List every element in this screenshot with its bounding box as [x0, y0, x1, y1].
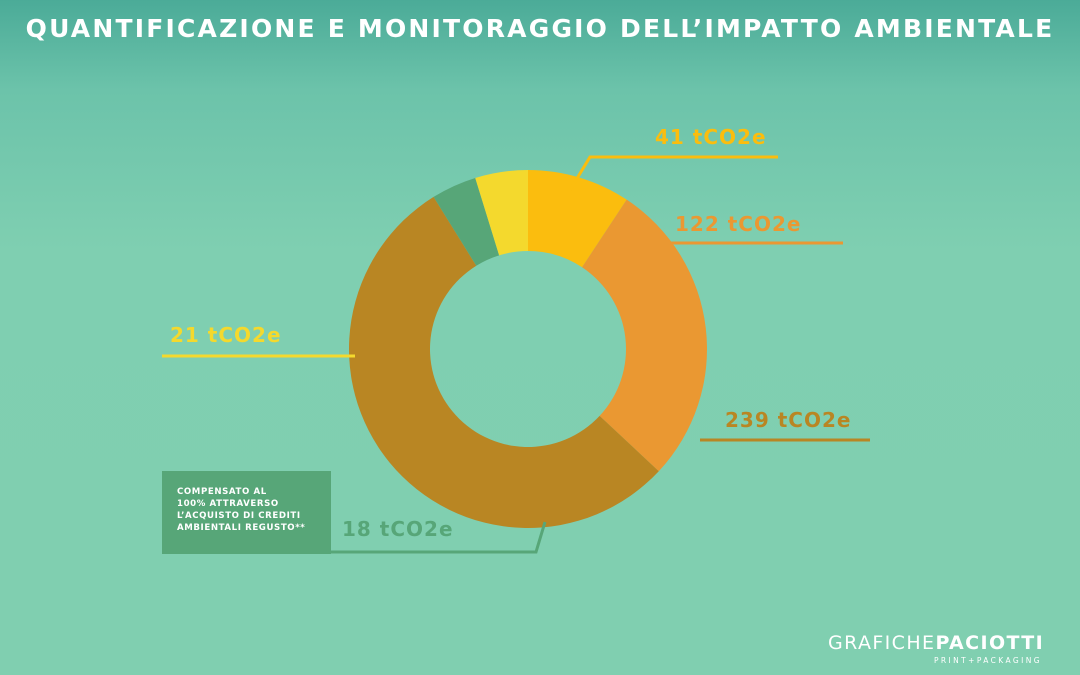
note-line: 100% ATTRAVERSO — [177, 499, 279, 509]
slice-label: 239 tCO2e — [725, 408, 851, 432]
chart-title: QUANTIFICAZIONE E MONITORAGGIO DELL’IMPA… — [25, 14, 1055, 43]
logo-wordmark: GRAFICHEPACIOTTI — [828, 632, 1044, 654]
donut-slice — [582, 199, 708, 472]
slice-label: 122 tCO2e — [675, 212, 801, 236]
logo-part-1: GRAFICHE — [828, 632, 936, 654]
donut-slices — [348, 170, 708, 528]
note-line: COMPENSATO AL — [177, 487, 267, 497]
slice-label: 41 tCO2e — [655, 125, 767, 149]
slice-label: 21 tCO2e — [170, 323, 282, 347]
leader-line — [568, 155, 778, 191]
logo-part-2: PACIOTTI — [935, 632, 1045, 654]
note-line: L’ACQUISTO DI CREDITI — [177, 511, 301, 521]
company-logo: GRAFICHEPACIOTTI PRINT+PACKAGING — [828, 632, 1043, 672]
donut-slice — [475, 170, 528, 256]
logo-tagline: PRINT+PACKAGING — [934, 656, 1042, 665]
slice-label: 18 tCO2e — [342, 517, 454, 541]
donut-slice — [433, 177, 500, 266]
donut-slice — [348, 196, 659, 528]
offset-note: COMPENSATO AL 100% ATTRAVERSO L’ACQUISTO… — [162, 471, 331, 554]
note-line: AMBIENTALI REGUSTO** — [177, 523, 306, 533]
slice-labels: 41 tCO2e 122 tCO2e 239 tCO2e 18 tCO2e 21 tCO… — [170, 125, 851, 541]
donut-slice — [528, 170, 627, 268]
